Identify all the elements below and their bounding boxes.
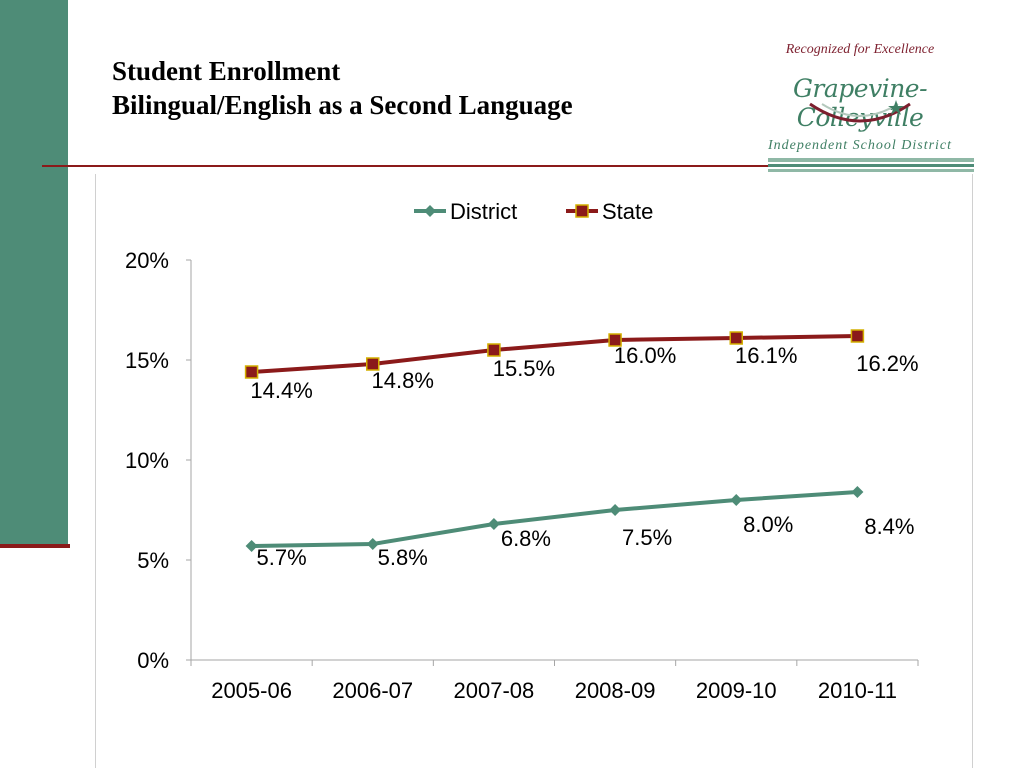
district-data-label: 5.8% — [378, 545, 428, 570]
district-data-label: 8.4% — [864, 514, 914, 539]
logo-stripe — [768, 158, 974, 162]
district-data-point — [609, 504, 622, 516]
x-tick-label: 2006-07 — [332, 678, 413, 703]
district-data-point — [487, 518, 500, 530]
state-data-point — [366, 357, 380, 371]
y-tick-label: 15% — [125, 348, 169, 373]
state-data-point — [487, 343, 501, 357]
district-data-point — [366, 538, 379, 550]
y-tick-label: 0% — [137, 648, 169, 673]
state-data-label: 16.2% — [856, 351, 918, 376]
x-tick-label: 2010-11 — [818, 678, 897, 703]
district-data-point — [730, 494, 743, 506]
state-data-label: 14.4% — [250, 378, 312, 403]
district-data-label: 6.8% — [501, 526, 551, 551]
enrollment-line-chart: 0% 5% 10% 15% 20% 2005-06 2006-07 2007-08 2008-0… — [125, 199, 919, 703]
state-data-point — [608, 333, 622, 347]
logo-stripe — [768, 169, 974, 172]
logo-stripes — [768, 158, 974, 174]
district-data-label: 8.0% — [743, 512, 793, 537]
district-data-point — [851, 486, 864, 498]
sidebar-accent-rule — [0, 544, 70, 548]
x-tick-label: 2008-09 — [575, 678, 656, 703]
state-data-label: 15.5% — [493, 356, 555, 381]
y-tick-label: 5% — [137, 548, 169, 573]
legend-district-marker — [424, 205, 436, 217]
x-tick-label: 2007-08 — [454, 678, 535, 703]
logo-subtitle: Independent School District — [767, 138, 953, 153]
district-data-label: 7.5% — [622, 525, 672, 550]
district-data-label: 5.7% — [257, 545, 307, 570]
district-data-point — [245, 540, 258, 552]
state-data-point — [850, 329, 865, 343]
page-title-line2: Bilingual/English as a Second Language — [112, 90, 573, 120]
legend-state-label: State — [602, 199, 653, 224]
header-divider — [42, 165, 972, 167]
logo-star-icon — [888, 100, 904, 115]
x-tick-label: 2009-10 — [696, 678, 777, 703]
page-title: Student Enrollment Bilingual/English as … — [112, 54, 573, 122]
state-series-line — [251, 334, 858, 374]
legend-district-label: District — [450, 199, 517, 224]
y-tick-label: 10% — [125, 448, 169, 473]
state-data-point — [729, 331, 743, 345]
state-data-label: 14.8% — [372, 368, 434, 393]
y-tick-label: 20% — [125, 248, 169, 273]
page-title-line1: Student Enrollment — [112, 56, 341, 86]
district-series-line — [251, 490, 858, 548]
chart-panel: 0% 5% 10% 15% 20% 2005-06 2006-07 2007-08 2008-0… — [95, 174, 973, 768]
sidebar-accent-bar — [0, 0, 68, 546]
legend-state-marker — [575, 204, 589, 218]
logo-tagline: Recognized for Excellence — [785, 42, 935, 57]
x-tick-label: 2005-06 — [211, 678, 292, 703]
state-data-label: 16.1% — [735, 343, 797, 368]
logo-stripe — [768, 164, 974, 167]
district-logo: Recognized for Excellence Grapevine-Coll… — [748, 40, 972, 158]
state-data-label: 16.0% — [614, 343, 676, 368]
state-data-point — [244, 365, 259, 379]
logo-swoosh-icon — [809, 100, 911, 123]
